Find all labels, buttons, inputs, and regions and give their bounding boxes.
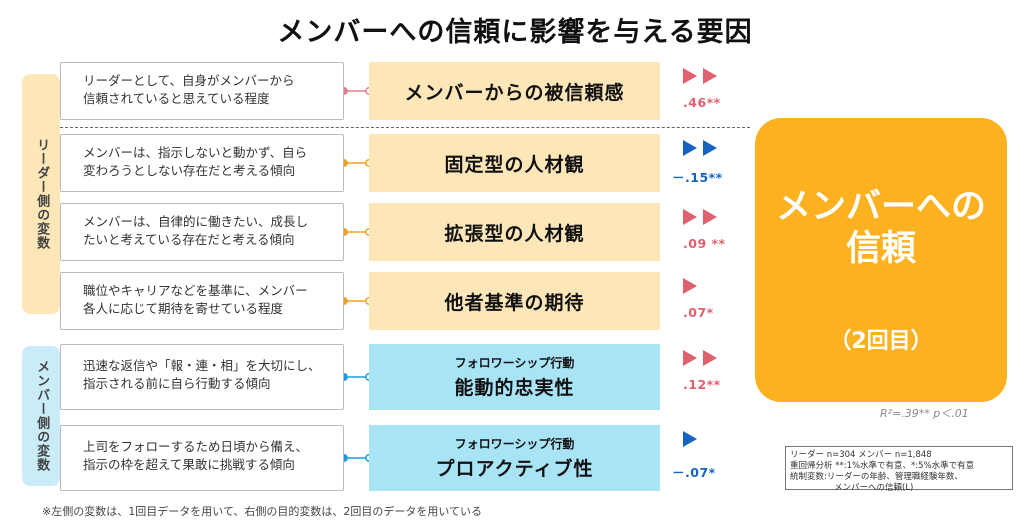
factor-label: 固定型の人材観: [444, 153, 585, 176]
variable-description: メンバーは、自律的に働きたい、成長し たいと考えている存在だと考える傾向: [60, 203, 344, 261]
coefficient-label: .07*: [683, 305, 714, 320]
factor-label: プロアクティブ性: [435, 458, 594, 480]
factor-box: 他者基準の期待: [369, 272, 660, 330]
variable-description: 迅速な返信や「報・連・相」を大切にし、 指示される前に自ら行動する傾向: [60, 344, 344, 410]
footnote: ※左側の変数は、1回目データを用いて、右側の目的変数は、2回目のデータを用いてい…: [42, 505, 483, 518]
effect-arrow-icon: [683, 278, 697, 294]
factor-label: 能動的忠実性: [454, 377, 575, 399]
coefficient-label: .09 **: [683, 236, 726, 251]
target-title-line1: メンバーへの: [775, 187, 986, 227]
effect-arrow-icon: [683, 350, 697, 366]
factor-box: フォロワーシップ行動能動的忠実性: [369, 344, 660, 410]
factor-label: メンバーからの被信頼感: [404, 81, 625, 104]
factor-category: フォロワーシップ行動: [454, 437, 575, 451]
coefficient-label: .46**: [683, 95, 721, 110]
coefficient-label: .12**: [683, 377, 721, 392]
effect-arrow-icon: [683, 209, 697, 225]
factor-label: 拡張型の人材観: [444, 222, 585, 245]
target-subtitle: （2回目）: [829, 329, 933, 354]
effect-arrow-icon: [683, 140, 697, 156]
factor-label: 他者基準の期待: [444, 291, 585, 314]
member-variables-label: メンバー側の変数: [22, 346, 60, 486]
factor-box: フォロワーシップ行動プロアクティブ性: [369, 425, 660, 491]
variable-description: リーダーとして、自身がメンバーから 信頼されていると思えている程度: [60, 62, 344, 120]
effect-arrow-icon: [703, 68, 717, 84]
variable-description: 上司をフォローするため日頃から備え、 指示の枠を超えて果敢に挑戦する傾向: [60, 425, 344, 491]
leader-variables-label: リーダー側の変数: [22, 74, 60, 314]
sample-note: リーダー n=304 メンバー n=1,848 重回帰分析 **:1%水準で有意、…: [785, 446, 1013, 493]
variable-description: 職位やキャリアなどを基準に、メンバー 各人に応じて期待を寄せている程度: [60, 272, 344, 330]
factor-box: メンバーからの被信頼感: [369, 62, 660, 120]
factor-box: 固定型の人材観: [369, 134, 660, 192]
coefficient-label: －.07*: [672, 465, 716, 480]
divider-line: [60, 127, 750, 128]
effect-arrow-icon: [703, 209, 717, 225]
target-variable-box: メンバーへの 信頼 （2回目）: [755, 118, 1007, 402]
r-squared: R²=.39** p＜.01: [880, 407, 969, 420]
effect-arrow-icon: [683, 431, 697, 447]
coefficient-label: －.15**: [672, 170, 723, 185]
effect-arrow-icon: [703, 350, 717, 366]
effect-arrow-icon: [703, 140, 717, 156]
variable-description: メンバーは、指示しないと動かず、自ら 変わろうとしない存在だと考える傾向: [60, 134, 344, 192]
page-title: メンバーへの信頼に影響を与える要因: [277, 17, 753, 48]
factor-box: 拡張型の人材観: [369, 203, 660, 261]
factor-category: フォロワーシップ行動: [454, 356, 575, 370]
target-title-line2: 信頼: [845, 229, 916, 269]
effect-arrow-icon: [683, 68, 697, 84]
